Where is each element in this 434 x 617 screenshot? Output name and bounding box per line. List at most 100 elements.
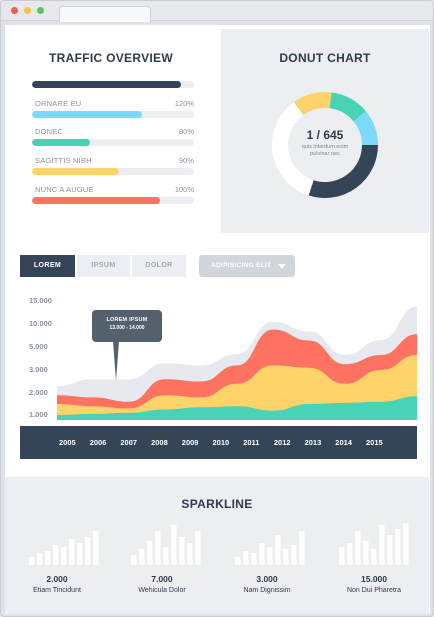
x-axis-tick-label: 2014 [335, 438, 352, 447]
sparkline-bar [139, 549, 145, 565]
sparkline-bar [61, 547, 67, 565]
sparkline-label: Wehicula Dolor [138, 587, 186, 594]
sparkline-bar [195, 531, 201, 565]
chart-tooltip: LOREM IPSUM 13.000 - 14.000 [92, 310, 162, 342]
sparkline-bar [187, 543, 193, 565]
sparkline-value: 7.000 [151, 574, 173, 584]
sparkline-bar [379, 525, 385, 565]
traffic-bar-label: NUNC A AUGUE [35, 185, 94, 194]
donut-slice-white [272, 102, 314, 196]
traffic-bar-fill [32, 81, 182, 88]
sparkline-bar [339, 547, 345, 565]
maximize-window-button[interactable] [37, 7, 44, 14]
donut-chart [272, 92, 378, 198]
sparkline-bar [29, 557, 35, 565]
sparkline-bar [163, 547, 169, 565]
donut-chart-panel: DONUT CHART 1 / 645 quis interdum enim p… [221, 29, 429, 233]
donut-chart-title: DONUT CHART [279, 51, 371, 65]
donut-slice-blue [353, 111, 378, 146]
traffic-bar-percent: 90% [178, 156, 194, 165]
donut-slice-teal [329, 92, 366, 122]
x-axis-tick-label: 2005 [59, 438, 76, 447]
sparkline-bar [363, 541, 369, 565]
sparkline-bar [85, 537, 91, 565]
x-axis-tick-label: 2008 [151, 438, 168, 447]
tab-dolor[interactable]: DOLOR [132, 255, 186, 277]
title-bar [1, 1, 433, 22]
x-axis-tick-label: 2006 [89, 438, 107, 447]
area-chart-panel: LOREM IPSUM DOLOR ADIPISICING ELIT 15.00… [5, 238, 429, 472]
y-axis-tick-label: 2.000 [29, 388, 48, 397]
x-axis-tick-label: 2007 [120, 438, 138, 447]
sparkline-panel: SPARKLINE 2.000 Etiam Tincidunt 7.000 Wehic… [5, 477, 429, 614]
sparkline-title: SPARKLINE [181, 497, 253, 511]
area-chart [57, 306, 417, 420]
traffic-bar-track [32, 139, 194, 146]
sparkline-bar [291, 545, 297, 565]
x-axis-tick-label: 2012 [273, 438, 291, 447]
traffic-bar-label: DONEC [35, 127, 64, 136]
x-axis-tick-label: 2011 [243, 438, 260, 447]
tooltip-range: 13.000 - 14.000 [109, 325, 145, 331]
traffic-overview-title: TRAFFIC OVERVIEW [49, 51, 173, 65]
traffic-bar-fill [32, 168, 120, 175]
sparkline-label: Non Dui Pharetra [346, 587, 402, 594]
sparkline-label: Nam Dignissim [243, 587, 291, 594]
y-axis-tick-label: 3.000 [29, 365, 48, 374]
traffic-bar-track [32, 168, 194, 175]
sparkline-bar [259, 543, 265, 565]
adipiscing-dropdown[interactable]: ADIPISICING ELIT [199, 255, 295, 277]
traffic-bar-fill [32, 139, 91, 146]
y-axis-tick-label: 15.000 [29, 296, 52, 305]
traffic-bar-percent: 120% [174, 99, 194, 108]
dropdown-label: ADIPISICING ELIT [211, 262, 272, 269]
traffic-bar-track [32, 197, 194, 204]
sparkline-bar [243, 551, 249, 565]
sparkline-bar [235, 557, 241, 565]
close-window-button[interactable] [11, 7, 18, 14]
traffic-bar-track [32, 81, 194, 88]
sparkline-bar [77, 543, 83, 565]
chevron-down-icon [278, 264, 286, 269]
y-axis-tick-label: 10.000 [29, 319, 52, 328]
tooltip-pointer [113, 341, 119, 381]
sparkline-bar [371, 549, 377, 565]
sparkline-bar [93, 531, 99, 565]
sparkline-bar [155, 531, 161, 565]
browser-tab[interactable] [59, 6, 151, 22]
sparkline-value: 15.000 [361, 574, 387, 584]
sparkline-bar [403, 523, 409, 565]
traffic-bar-percent: 100% [174, 185, 194, 194]
donut-value: 1 / 645 [306, 128, 344, 142]
sparkline-bar [171, 525, 177, 565]
x-axis-tick-label: 2010 [212, 438, 230, 447]
sparkline-charts [29, 523, 409, 565]
sparkline-bar [131, 555, 137, 565]
sparkline-bar [69, 539, 75, 565]
traffic-bar-fill [32, 197, 160, 204]
sparkline-bar [37, 553, 43, 565]
x-axis-band: 2005 2006 2007 2008 2009 2010 2011 2012 2013 2014… [20, 426, 417, 459]
sparkline-label: Etiam Tincidunt [33, 587, 81, 594]
y-axis-tick-label: 1.000 [29, 410, 48, 419]
tab-lorem[interactable]: LOREM [20, 255, 75, 277]
traffic-bar-percent: 80% [178, 127, 194, 136]
donut-subtext: quis interdum enim pulvinar nec [301, 144, 349, 157]
sparkline-bar [251, 553, 257, 565]
traffic-bar-label: SAGITTIS NIBH [35, 156, 92, 165]
y-axis-tick-label: 5.000 [29, 342, 48, 351]
donut-slice-navy [308, 144, 378, 198]
tooltip-title: LOREM IPSUM [106, 317, 148, 323]
sparkline-bar [283, 549, 289, 565]
sparkline-bar [347, 543, 353, 565]
sparkline-value: 2.000 [46, 574, 68, 584]
sparkline-bar [45, 551, 51, 565]
sparkline-value: 3.000 [256, 574, 278, 584]
sparkline-bar [267, 547, 273, 565]
minimize-window-button[interactable] [24, 7, 31, 14]
sparkline-bar [53, 545, 59, 565]
tab-ipsum[interactable]: IPSUM [77, 255, 130, 277]
traffic-bar-track [32, 111, 194, 118]
donut-slice-yellow [293, 92, 332, 116]
